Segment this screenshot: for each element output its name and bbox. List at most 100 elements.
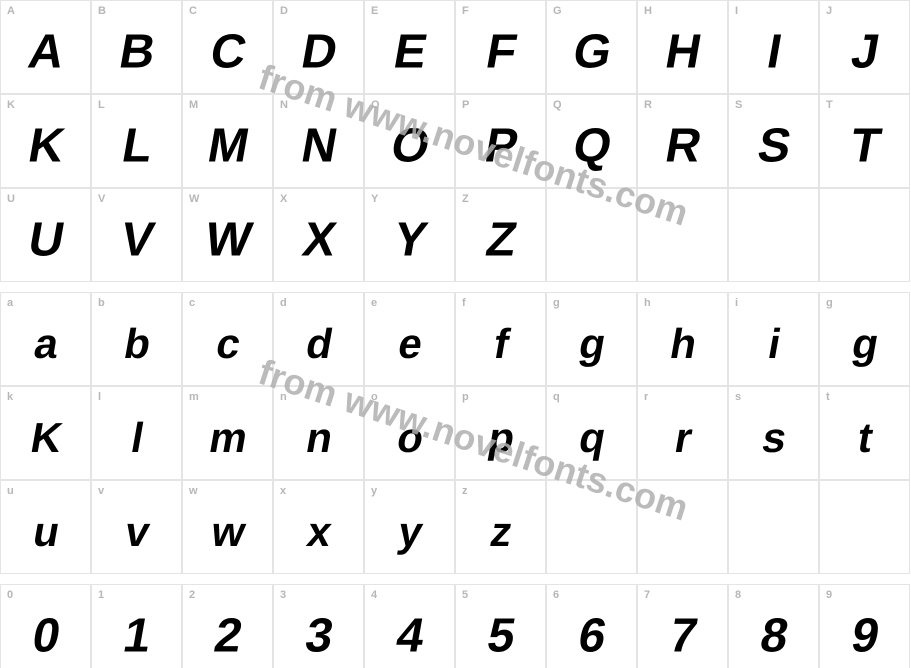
- glyph-cell: oo: [364, 386, 455, 480]
- cell-glyph: e: [394, 320, 425, 368]
- cell-key-label: C: [189, 5, 197, 17]
- glyph-cell: rr: [637, 386, 728, 480]
- row-gap: [455, 574, 546, 584]
- row-gap: [819, 282, 910, 292]
- cell-glyph: 3: [301, 608, 336, 663]
- cell-glyph: c: [212, 320, 243, 368]
- glyph-cell: kK: [0, 386, 91, 480]
- cell-glyph: q: [575, 414, 608, 462]
- glyph-cell: 33: [273, 584, 364, 668]
- cell-glyph: K: [27, 414, 65, 462]
- glyph-cell: 00: [0, 584, 91, 668]
- cell-glyph: x: [303, 508, 334, 556]
- glyph-cell: AA: [0, 0, 91, 94]
- glyph-cell: 55: [455, 584, 546, 668]
- glyph-cell: 66: [546, 584, 637, 668]
- cell-glyph: B: [115, 24, 158, 79]
- cell-key-label: Y: [371, 193, 378, 205]
- glyph-cell: nn: [273, 386, 364, 480]
- cell-key-label: 7: [644, 589, 650, 601]
- glyph-cell: uu: [0, 480, 91, 574]
- glyph-cell: ff: [455, 292, 546, 386]
- cell-glyph: X: [298, 212, 339, 267]
- glyph-cell: [728, 480, 819, 574]
- cell-key-label: b: [98, 297, 105, 309]
- cell-glyph: b: [120, 320, 153, 368]
- cell-key-label: U: [7, 193, 15, 205]
- cell-key-label: M: [189, 99, 198, 111]
- glyph-cell: II: [728, 0, 819, 94]
- cell-glyph: z: [486, 508, 514, 556]
- cell-glyph: 4: [392, 608, 427, 663]
- cell-key-label: 8: [735, 589, 741, 601]
- glyph-cell: dd: [273, 292, 364, 386]
- cell-glyph: C: [206, 24, 249, 79]
- cell-glyph: T: [845, 118, 883, 173]
- row-gap: [819, 574, 910, 584]
- row-gap: [546, 282, 637, 292]
- cell-glyph: W: [200, 212, 254, 267]
- glyph-cell: ZZ: [455, 188, 546, 282]
- glyph-cell: 77: [637, 584, 728, 668]
- glyph-cell: yy: [364, 480, 455, 574]
- cell-key-label: a: [7, 297, 13, 309]
- cell-glyph: g: [575, 320, 608, 368]
- cell-key-label: L: [98, 99, 105, 111]
- cell-glyph: Q: [568, 118, 614, 173]
- cell-key-label: 2: [189, 589, 195, 601]
- cell-glyph: v: [121, 508, 152, 556]
- glyph-cell: PP: [455, 94, 546, 188]
- glyph-cell: 11: [91, 584, 182, 668]
- glyph-cell: mm: [182, 386, 273, 480]
- row-gap: [182, 282, 273, 292]
- cell-key-label: y: [371, 485, 377, 497]
- cell-key-label: 6: [553, 589, 559, 601]
- glyph-cell: HH: [637, 0, 728, 94]
- cell-key-label: X: [280, 193, 287, 205]
- cell-glyph: l: [127, 414, 146, 462]
- cell-key-label: i: [735, 297, 738, 309]
- cell-glyph: Y: [389, 212, 430, 267]
- cell-glyph: i: [764, 320, 783, 368]
- cell-glyph: 1: [119, 608, 154, 663]
- cell-key-label: D: [280, 5, 288, 17]
- cell-key-label: w: [189, 485, 198, 497]
- cell-key-label: m: [189, 391, 199, 403]
- cell-key-label: 0: [7, 589, 13, 601]
- glyph-cell: gg: [546, 292, 637, 386]
- cell-key-label: h: [644, 297, 651, 309]
- cell-key-label: v: [98, 485, 104, 497]
- cell-key-label: 5: [462, 589, 468, 601]
- glyph-cell: LL: [91, 94, 182, 188]
- glyph-cell: VV: [91, 188, 182, 282]
- cell-glyph: U: [24, 212, 67, 267]
- glyph-cell: UU: [0, 188, 91, 282]
- cell-glyph: J: [847, 24, 882, 79]
- cell-glyph: I: [762, 24, 784, 79]
- cell-key-label: B: [98, 5, 106, 17]
- cell-glyph: H: [661, 24, 704, 79]
- glyph-cell: SS: [728, 94, 819, 188]
- cell-key-label: T: [826, 99, 833, 111]
- glyph-cell: KK: [0, 94, 91, 188]
- cell-key-label: u: [7, 485, 14, 497]
- row-gap: [637, 282, 728, 292]
- glyph-cell: ee: [364, 292, 455, 386]
- glyph-cell: 99: [819, 584, 910, 668]
- row-gap: [728, 574, 819, 584]
- glyph-cell: ii: [728, 292, 819, 386]
- row-gap: [182, 574, 273, 584]
- glyph-cell: [637, 188, 728, 282]
- cell-key-label: q: [553, 391, 560, 403]
- glyph-cell: tt: [819, 386, 910, 480]
- cell-glyph: Z: [481, 212, 519, 267]
- glyph-cell: YY: [364, 188, 455, 282]
- glyph-cell: MM: [182, 94, 273, 188]
- row-gap: [455, 282, 546, 292]
- cell-key-label: o: [371, 391, 378, 403]
- cell-glyph: g: [848, 320, 881, 368]
- cell-key-label: c: [189, 297, 195, 309]
- glyph-cell: xx: [273, 480, 364, 574]
- glyph-cell: GG: [546, 0, 637, 94]
- glyph-cell: zz: [455, 480, 546, 574]
